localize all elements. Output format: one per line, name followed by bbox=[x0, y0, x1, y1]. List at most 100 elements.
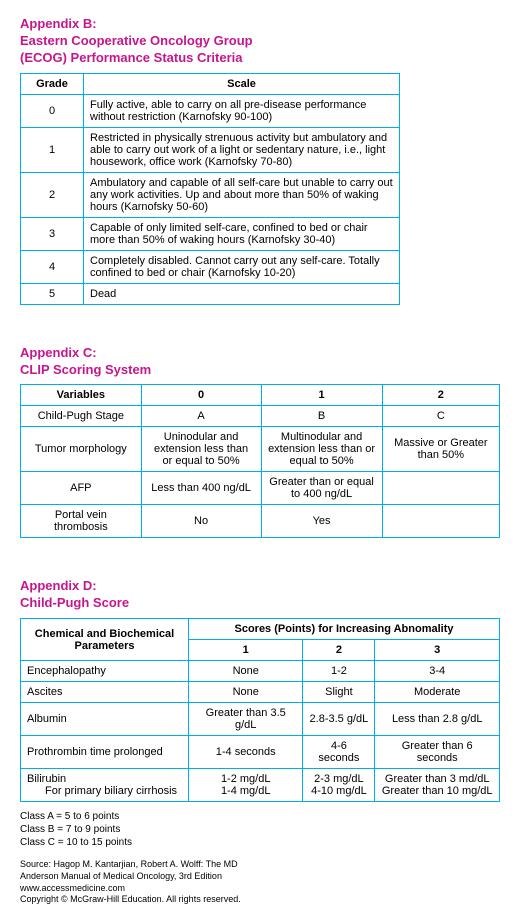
cell: Less than 2.8 g/dL bbox=[375, 703, 500, 736]
header-s1: 1 bbox=[189, 640, 303, 661]
cell: No bbox=[141, 505, 261, 538]
appendix-b-title: Appendix B: Eastern Cooperative Oncology… bbox=[20, 16, 500, 67]
appendix-d-section: Appendix D: Child-Pugh Score Chemical an… bbox=[20, 578, 500, 906]
cell: 1-4 seconds bbox=[189, 736, 303, 769]
source-line: Anderson Manual of Medical Oncology, 3rd… bbox=[20, 871, 222, 881]
cell: None bbox=[189, 661, 303, 682]
table-row: 4Completely disabled. Cannot carry out a… bbox=[21, 250, 400, 283]
bilirubin-sub: For primary biliary cirrhosis bbox=[27, 785, 182, 797]
table-row: Portal vein thrombosis No Yes bbox=[21, 505, 500, 538]
source-line: Source: Hagop M. Kantarjian, Robert A. W… bbox=[20, 859, 238, 869]
scale-cell: Dead bbox=[84, 283, 400, 304]
cell: Yes bbox=[261, 505, 382, 538]
class-notes: Class A = 5 to 6 points Class B = 7 to 9… bbox=[20, 810, 500, 849]
val: Greater than 3 md/dL bbox=[385, 773, 490, 785]
title-text: Appendix B: bbox=[20, 16, 97, 31]
header-scores: Scores (Points) for Increasing Abnomalit… bbox=[189, 619, 500, 640]
param-cell: Ascites bbox=[21, 682, 189, 703]
param-cell: Prothrombin time prolonged bbox=[21, 736, 189, 769]
cell: Less than 400 ng/dL bbox=[141, 472, 261, 505]
table-row: Tumor morphology Uninodular and extensio… bbox=[21, 427, 500, 472]
class-c: Class C = 10 to 15 points bbox=[20, 837, 132, 848]
table-row: Child-Pugh Stage A B C bbox=[21, 406, 500, 427]
table-header-row: Variables 0 1 2 bbox=[21, 385, 500, 406]
cell: Greater than 3 md/dL Greater than 10 mg/… bbox=[375, 769, 500, 802]
table-row: Albumin Greater than 3.5 g/dL 2.8-3.5 g/… bbox=[21, 703, 500, 736]
cell: Uninodular and extension less than or eq… bbox=[141, 427, 261, 472]
title-text: Eastern Cooperative Oncology Group bbox=[20, 33, 253, 48]
title-text: Appendix C: bbox=[20, 345, 97, 360]
class-b: Class B = 7 to 9 points bbox=[20, 824, 120, 835]
grade-cell: 5 bbox=[21, 283, 84, 304]
cell: Slight bbox=[303, 682, 375, 703]
appendix-b-section: Appendix B: Eastern Cooperative Oncology… bbox=[20, 16, 500, 305]
bilirubin-main: Bilirubin bbox=[27, 773, 66, 785]
cell: Greater than or equal to 400 ng/dL bbox=[261, 472, 382, 505]
cell bbox=[382, 472, 499, 505]
appendix-c-section: Appendix C: CLIP Scoring System Variable… bbox=[20, 345, 500, 539]
cell: B bbox=[261, 406, 382, 427]
var-cell: Child-Pugh Stage bbox=[21, 406, 142, 427]
header-chem: Chemical and Biochemical Parameters bbox=[21, 619, 189, 661]
cell: Multinodular and extension less than or … bbox=[261, 427, 382, 472]
var-cell: AFP bbox=[21, 472, 142, 505]
cell: 3-4 bbox=[375, 661, 500, 682]
cell: 1-2 mg/dL 1-4 mg/dL bbox=[189, 769, 303, 802]
title-text: CLIP Scoring System bbox=[20, 362, 151, 377]
scale-cell: Fully active, able to carry on all pre-d… bbox=[84, 94, 400, 127]
param-cell: Albumin bbox=[21, 703, 189, 736]
cell bbox=[382, 505, 499, 538]
cell: 2-3 mg/dL 4-10 mg/dL bbox=[303, 769, 375, 802]
table-row: 1Restricted in physically strenuous acti… bbox=[21, 127, 400, 172]
table-header-row: Grade Scale bbox=[21, 73, 400, 94]
cell: A bbox=[141, 406, 261, 427]
param-cell: Encephalopathy bbox=[21, 661, 189, 682]
scale-cell: Restricted in physically strenuous activ… bbox=[84, 127, 400, 172]
val: 4-10 mg/dL bbox=[311, 785, 367, 797]
cell: C bbox=[382, 406, 499, 427]
source-citation: Source: Hagop M. Kantarjian, Robert A. W… bbox=[20, 859, 500, 906]
clip-table: Variables 0 1 2 Child-Pugh Stage A B C T… bbox=[20, 384, 500, 538]
grade-cell: 4 bbox=[21, 250, 84, 283]
val: Greater than 10 mg/dL bbox=[382, 785, 493, 797]
cell: Greater than 3.5 g/dL bbox=[189, 703, 303, 736]
scale-cell: Capable of only limited self-care, confi… bbox=[84, 217, 400, 250]
table-row: 5Dead bbox=[21, 283, 400, 304]
header-variables: Variables bbox=[21, 385, 142, 406]
header-grade: Grade bbox=[21, 73, 84, 94]
appendix-c-title: Appendix C: CLIP Scoring System bbox=[20, 345, 500, 379]
table-row: Ascites None Slight Moderate bbox=[21, 682, 500, 703]
grade-cell: 2 bbox=[21, 172, 84, 217]
title-text: Appendix D: bbox=[20, 578, 97, 593]
ecog-table: Grade Scale 0Fully active, able to carry… bbox=[20, 73, 400, 305]
header-s2: 2 bbox=[303, 640, 375, 661]
cell: Greater than 6 seconds bbox=[375, 736, 500, 769]
table-row: 0Fully active, able to carry on all pre-… bbox=[21, 94, 400, 127]
cell: None bbox=[189, 682, 303, 703]
header-1: 1 bbox=[261, 385, 382, 406]
scale-cell: Ambulatory and capable of all self-care … bbox=[84, 172, 400, 217]
var-cell: Portal vein thrombosis bbox=[21, 505, 142, 538]
source-line: Copyright © McGraw-Hill Education. All r… bbox=[20, 894, 241, 904]
grade-cell: 1 bbox=[21, 127, 84, 172]
table-row-bilirubin: Bilirubin For primary biliary cirrhosis … bbox=[21, 769, 500, 802]
var-cell: Tumor morphology bbox=[21, 427, 142, 472]
cell: 1-2 bbox=[303, 661, 375, 682]
scale-cell: Completely disabled. Cannot carry out an… bbox=[84, 250, 400, 283]
cell: Massive or Greater than 50% bbox=[382, 427, 499, 472]
val: 1-2 mg/dL bbox=[221, 773, 271, 785]
cell: 2.8-3.5 g/dL bbox=[303, 703, 375, 736]
table-row: Encephalopathy None 1-2 3-4 bbox=[21, 661, 500, 682]
title-text: Child-Pugh Score bbox=[20, 595, 129, 610]
title-text: (ECOG) Performance Status Criteria bbox=[20, 50, 243, 65]
cell: Moderate bbox=[375, 682, 500, 703]
grade-cell: 3 bbox=[21, 217, 84, 250]
child-pugh-table: Chemical and Biochemical Parameters Scor… bbox=[20, 618, 500, 802]
grade-cell: 0 bbox=[21, 94, 84, 127]
header-2: 2 bbox=[382, 385, 499, 406]
header-s3: 3 bbox=[375, 640, 500, 661]
table-row: 2Ambulatory and capable of all self-care… bbox=[21, 172, 400, 217]
table-row: 3Capable of only limited self-care, conf… bbox=[21, 217, 400, 250]
table-row: Prothrombin time prolonged 1-4 seconds 4… bbox=[21, 736, 500, 769]
table-header-row: Chemical and Biochemical Parameters Scor… bbox=[21, 619, 500, 640]
